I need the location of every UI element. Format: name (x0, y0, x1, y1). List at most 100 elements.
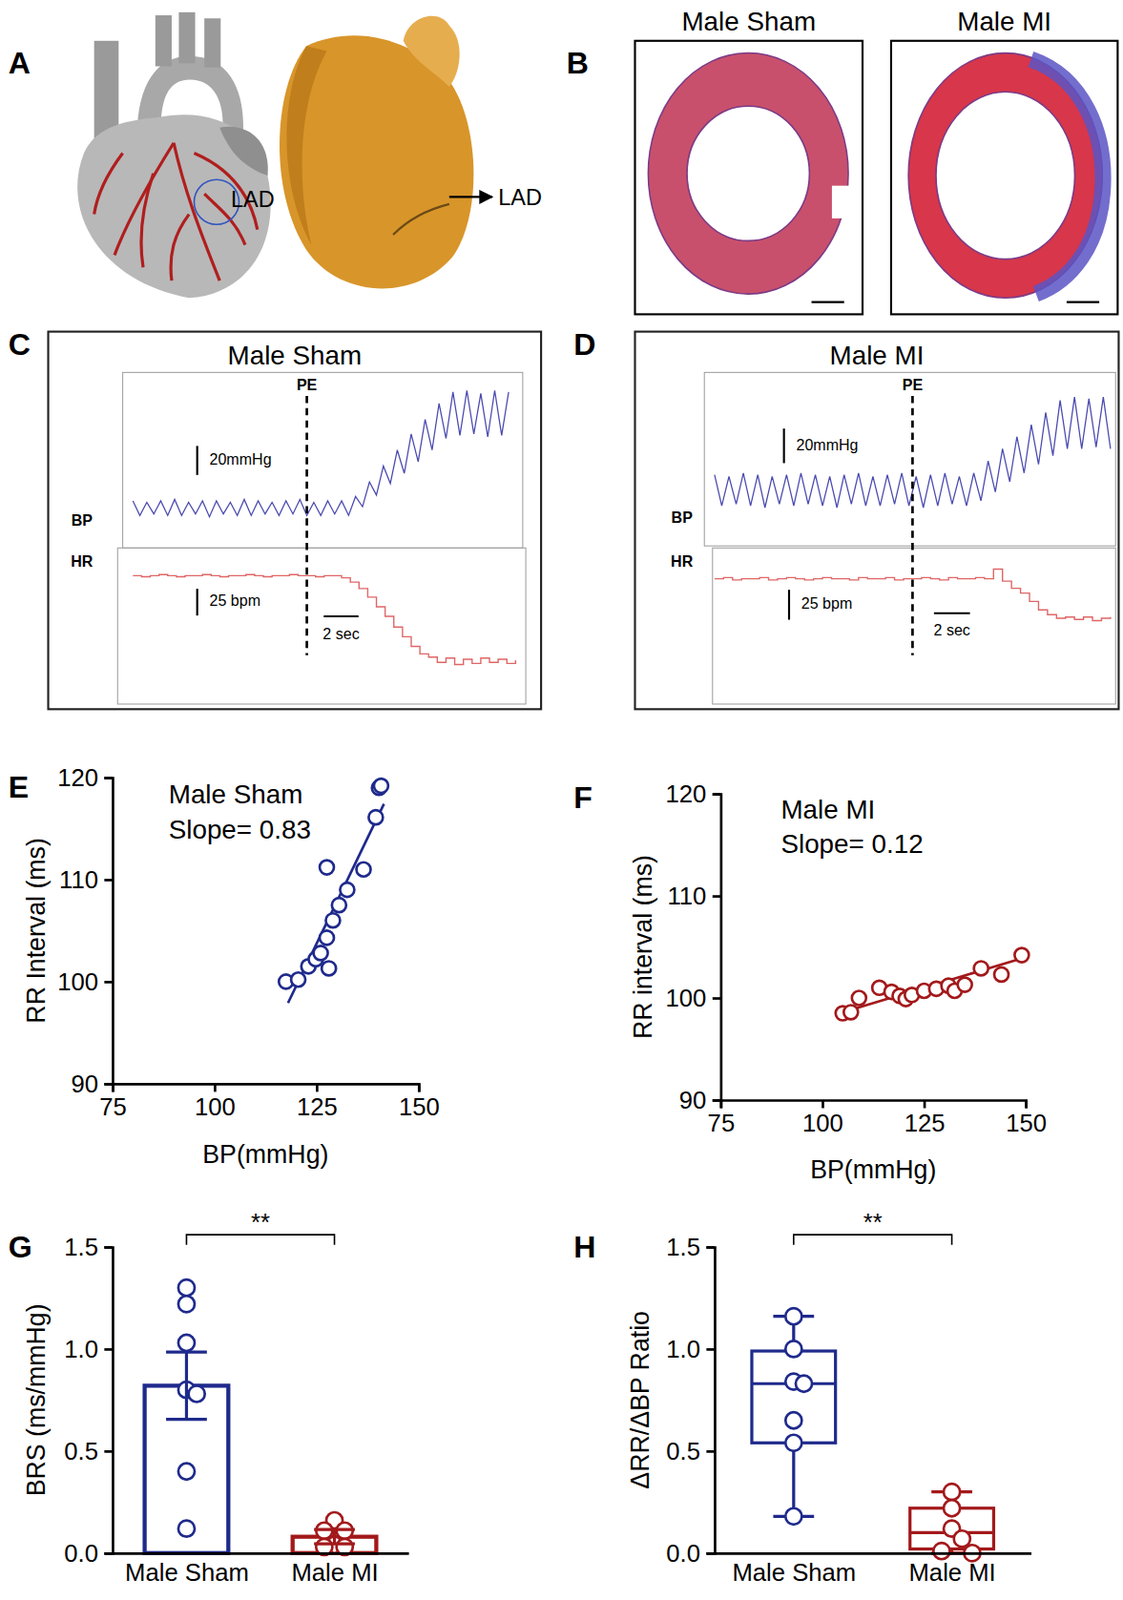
point (319, 860, 334, 875)
panel-letter: F (573, 780, 593, 815)
tick: 1.5 (63, 1233, 113, 1261)
axis-title: ΔRR/ΔBP Ratio (625, 1310, 655, 1490)
point (332, 897, 347, 913)
x-axis: 75100125150 (99, 1083, 440, 1121)
panel-frame (635, 332, 1120, 710)
tick-mark (103, 1450, 113, 1454)
tick: 125 (904, 1100, 946, 1137)
panel: 9010011012075100125150Male ShamSlope= 0.… (8, 764, 440, 1170)
significance-bracket (186, 1234, 334, 1246)
box (751, 1351, 836, 1443)
tick-mark (706, 1552, 715, 1556)
tick: 150 (398, 1083, 440, 1121)
error-line (185, 1351, 188, 1420)
tick: 0.5 (665, 1437, 715, 1465)
x-axis: Male ShamMale MI (714, 1553, 1032, 1585)
scale-bar-label: 20mmHg (795, 436, 858, 454)
tick: Male Sham (731, 1559, 856, 1586)
artery (170, 214, 189, 282)
tick: Male Sham (124, 1559, 250, 1586)
plot-marks (751, 1308, 994, 1561)
point (1014, 948, 1029, 963)
time-scale-bar (323, 615, 358, 618)
point (178, 1279, 195, 1296)
plot-marks (145, 1279, 377, 1556)
tick: 1.0 (665, 1335, 715, 1363)
point (785, 1412, 802, 1429)
vessel (155, 15, 172, 66)
artery (141, 173, 154, 268)
error-cap (166, 1351, 208, 1354)
image-title: Male Sham (681, 6, 816, 37)
trace-box (704, 372, 1116, 546)
fit-label: Slope= 0.83 (168, 814, 312, 845)
title: Male Sham (168, 779, 304, 810)
tick-label: 1.0 (63, 1335, 99, 1363)
tick-label: 0.5 (63, 1437, 99, 1465)
point (943, 1483, 960, 1500)
point (974, 960, 989, 976)
tick-mark (706, 1450, 715, 1454)
panel-letter: D (573, 327, 596, 362)
tick-label: 100 (665, 984, 708, 1012)
tick: 125 (296, 1083, 338, 1121)
axis-line (721, 1100, 1027, 1108)
point (178, 1463, 195, 1480)
panel: Male MI20mmHgBP25 bpmHR2 secPED (573, 327, 1119, 709)
panel-frame (48, 332, 542, 710)
trace-line (132, 390, 509, 517)
point (785, 1434, 802, 1452)
tick-label: 150 (1005, 1109, 1047, 1137)
stimulus-line (911, 395, 915, 656)
point (178, 1295, 195, 1312)
trace-label: BP (71, 511, 94, 529)
tick-label: 150 (398, 1093, 440, 1121)
tick: 0.0 (665, 1539, 715, 1567)
axis-title: BP(mmHg) (810, 1155, 936, 1185)
scale-bar (783, 428, 786, 463)
axis-line (103, 778, 113, 1085)
scale-bar-label: 25 bpm (209, 591, 261, 609)
tick-label: 100 (802, 1109, 844, 1137)
tick-mark (103, 1348, 113, 1352)
axis-line (712, 794, 722, 1102)
tick-label: 110 (59, 866, 99, 894)
tick-mark (712, 997, 722, 1000)
tick: 1.0 (63, 1335, 113, 1363)
trace-label: HR (670, 552, 694, 570)
annotation: LAD (230, 187, 275, 212)
tick-label: 110 (666, 882, 707, 910)
time-scale-bar (934, 612, 971, 615)
tick-mark (417, 1083, 421, 1093)
point (852, 990, 867, 1005)
point (321, 960, 336, 976)
annotation: PE (296, 375, 318, 394)
tick-label: 75 (99, 1093, 127, 1121)
trace-box (123, 372, 523, 548)
point (178, 1520, 195, 1538)
plot-marks (278, 778, 389, 1003)
significance-bracket (793, 1234, 953, 1246)
y-axis: 0.00.51.01.5 (665, 1233, 715, 1567)
x-axis: Male ShamMale MI (112, 1553, 409, 1585)
trace-marks (132, 390, 509, 517)
error-line (332, 1529, 336, 1544)
tick: 120 (665, 780, 722, 808)
stimulus-line (305, 395, 309, 656)
tick-label: 75 (707, 1109, 736, 1137)
point (325, 913, 340, 928)
tick-label: Male Sham (124, 1559, 250, 1586)
section (908, 53, 1103, 299)
point (795, 1375, 812, 1393)
panel-letter: B (566, 45, 589, 81)
heart-photo-shade (287, 45, 328, 246)
panel-letter: A (8, 45, 31, 81)
tick-mark (103, 1246, 113, 1249)
image-frame (891, 41, 1118, 315)
panel: 0.00.51.01.5Male ShamMale MI**ΔRR/ΔBP Ra… (573, 1208, 1032, 1586)
axis-line (706, 1247, 715, 1554)
error-cap (313, 1542, 355, 1546)
axis-title: BP(mmHg) (202, 1140, 329, 1169)
axis-line (103, 1247, 113, 1554)
vessel-photo (393, 204, 450, 235)
